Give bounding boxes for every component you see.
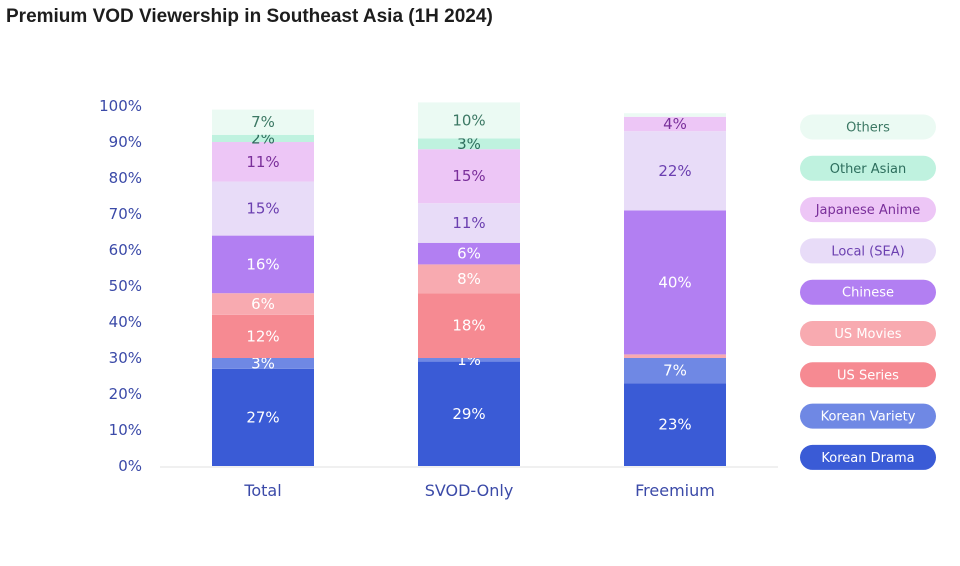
legend-item: Chinese: [800, 279, 936, 305]
y-tick-label: 20%: [109, 385, 142, 403]
bar-segment: [212, 314, 314, 358]
bar-segment: [212, 134, 314, 142]
bar-data-label: 6%: [251, 295, 275, 313]
bar-data-label: 7%: [663, 362, 687, 380]
legend-item: Other Asian: [800, 155, 936, 181]
bar-segment: [418, 203, 520, 243]
legend-label: Others: [846, 121, 890, 136]
x-tick-label: Freemium: [635, 481, 715, 500]
legend: Others Other Asian Japanese Anime Local (SE…: [800, 114, 936, 470]
bar-segment: [624, 131, 726, 211]
x-axis: Total SVOD-Only Freemium: [160, 466, 778, 500]
bar-segment: [418, 264, 520, 294]
y-axis: 0% 10% 20% 30% 40% 50% 60% 70% 80% 90% 100%: [99, 97, 142, 475]
legend-label: Other Asian: [830, 162, 907, 177]
legend-label: US Series: [837, 368, 899, 383]
y-tick-label: 10%: [109, 421, 142, 439]
bar-data-label: 7%: [251, 113, 275, 131]
bar-segment: [624, 358, 726, 384]
legend-item: Local (SEA): [800, 238, 936, 264]
bar-data-label: 10%: [452, 111, 485, 129]
bar-segment: [624, 116, 726, 132]
bar-data-label: 22%: [658, 162, 691, 180]
legend-label: US Movies: [834, 327, 901, 342]
bar-data-label: 29%: [452, 405, 485, 423]
legend-label: Japanese Anime: [815, 203, 921, 218]
bar-data-label: 6%: [457, 245, 481, 263]
bar-segment: [212, 235, 314, 294]
legend-swatch: [800, 238, 936, 264]
bar-segment: [212, 368, 314, 466]
legend-swatch: [800, 444, 936, 470]
bar-segment: [212, 293, 314, 315]
bar-segment: [624, 383, 726, 466]
bar-data-label: 4%: [663, 115, 687, 133]
y-tick-label: 100%: [99, 97, 142, 115]
bar-segment: [624, 354, 726, 358]
bar-data-label: 11%: [246, 153, 279, 171]
bar-segment: [212, 358, 314, 369]
bar-segment: [418, 138, 520, 150]
bar-segment: [418, 149, 520, 204]
legend-label: Local (SEA): [831, 244, 904, 259]
bar-data-label: 3%: [457, 135, 481, 153]
bar-segment: [212, 109, 314, 135]
bar-data-label: 23%: [658, 416, 691, 434]
bar-segment: [418, 358, 520, 362]
bar-segment: [418, 361, 520, 466]
bar-data-label: 15%: [452, 167, 485, 185]
legend-swatch: [800, 321, 936, 346]
legend-swatch: [800, 114, 936, 140]
y-tick-label: 30%: [109, 349, 142, 367]
legend-item: US Movies: [800, 321, 936, 346]
bar-segment: [624, 113, 726, 117]
y-tick-label: 40%: [109, 313, 142, 331]
legend-swatch: [800, 362, 936, 388]
x-tick-label: Total: [243, 481, 281, 500]
bar-segment: [212, 181, 314, 236]
legend-swatch: [800, 155, 936, 181]
bar-data-label: 27%: [246, 408, 279, 426]
y-tick-label: 0%: [118, 457, 142, 475]
bar-segment: [418, 293, 520, 358]
legend-item: Others: [800, 114, 936, 140]
bar-data-label: 3%: [251, 354, 275, 372]
y-tick-label: 60%: [109, 241, 142, 259]
legend-label: Korean Variety: [821, 410, 916, 425]
bars: 27%3%12%6%16%15%11%2%7%29%1%18%8%6%11%15…: [212, 102, 726, 466]
bar-data-label: 40%: [658, 273, 691, 291]
legend-item: Korean Drama: [800, 444, 936, 470]
y-tick-label: 50%: [109, 277, 142, 295]
legend-swatch: [800, 403, 936, 429]
bar-data-label: 15%: [246, 200, 279, 218]
x-tick-label: SVOD-Only: [425, 481, 514, 500]
legend-label: Korean Drama: [821, 451, 914, 466]
legend-item: Japanese Anime: [800, 197, 936, 223]
bar-segment: [624, 210, 726, 355]
legend-item: US Series: [800, 362, 936, 388]
bar-data-label: 18%: [452, 317, 485, 335]
bar-segment: [418, 242, 520, 265]
bar-data-label: 12%: [246, 327, 279, 345]
bar-segment: [212, 142, 314, 182]
y-tick-label: 90%: [109, 133, 142, 151]
legend-label: Chinese: [842, 286, 894, 301]
bar-data-label: 16%: [246, 255, 279, 273]
y-tick-label: 70%: [109, 205, 142, 223]
y-tick-label: 80%: [109, 169, 142, 187]
chart-title: Premium VOD Viewership in Southeast Asia…: [6, 6, 493, 27]
bar-data-label: 11%: [452, 214, 485, 232]
bar-segment: [418, 102, 520, 139]
bar-data-label: 8%: [457, 270, 481, 288]
legend-swatch: [800, 197, 936, 223]
legend-item: Korean Variety: [800, 403, 936, 429]
legend-swatch: [800, 279, 936, 305]
